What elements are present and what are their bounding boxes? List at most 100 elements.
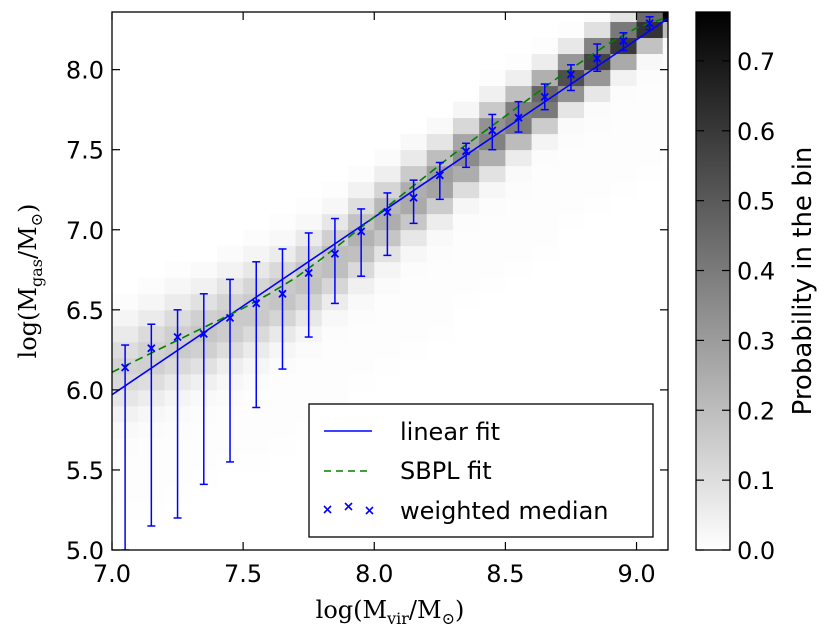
heatmap-cell (662, 117, 668, 135)
median-point (409, 193, 418, 202)
heatmap-cell (374, 341, 401, 359)
heatmap-cell (243, 437, 270, 455)
heatmap-cell (505, 53, 533, 71)
heatmap-cell (138, 277, 165, 295)
heatmap-cell (243, 229, 270, 247)
heatmap-cell (662, 69, 668, 87)
heatmap-cell (636, 149, 664, 167)
plot-frame (111, 11, 669, 551)
heatmap-cell (636, 133, 664, 151)
heatmap-cell (348, 325, 375, 343)
heatmap-cell (400, 325, 428, 343)
y-tick-label: 7.5 (66, 137, 104, 165)
heatmap-cell (584, 197, 611, 215)
median-point (593, 54, 602, 63)
heatmap-cell (662, 21, 668, 39)
heatmap-cell (636, 53, 664, 71)
x-axis-label: log(Mvir/M⊙) (316, 596, 465, 628)
colorbar-tick-label: 0.4 (737, 258, 775, 286)
heatmap-cell (636, 85, 664, 103)
heatmap-cell (636, 117, 664, 135)
heatmap-cell (164, 277, 192, 295)
heatmap-cell (479, 261, 506, 279)
heatmap-cell (190, 261, 218, 279)
heatmap-cell (505, 261, 533, 279)
heatmap-cell (557, 181, 585, 199)
heatmap-cell (452, 245, 480, 263)
heatmap-cell (348, 293, 375, 311)
heatmap-cell (426, 133, 454, 151)
median-point (566, 70, 576, 79)
heatmap-cell (505, 165, 533, 183)
heatmap-cell (348, 277, 375, 295)
error-bar (383, 192, 392, 257)
heatmap-cell (374, 293, 401, 311)
heatmap-cell (426, 245, 454, 263)
heatmap-cell (243, 421, 270, 439)
heatmap-cell (348, 197, 375, 215)
heatmap-cell (636, 69, 664, 87)
median-point (645, 19, 654, 28)
heatmap-cell (636, 101, 664, 119)
heatmap-cell (557, 165, 585, 183)
heatmap-cell (321, 325, 349, 343)
heatmap-cell (295, 341, 323, 359)
heatmap-cell (348, 165, 375, 183)
heatmap-cell (452, 213, 480, 231)
heatmap-cell (531, 37, 559, 55)
heatmap-cell (321, 373, 349, 391)
colorbar (695, 11, 731, 551)
heatmap-cell (269, 405, 296, 423)
heatmap-cell (584, 12, 611, 23)
legend: linear fit SBPL fit weighted median (308, 403, 654, 538)
heatmap-cell (374, 277, 401, 295)
heatmap-cell (374, 357, 401, 375)
heatmap-cell (584, 101, 611, 119)
heatmap-cell (531, 197, 559, 215)
heatmap-cell (452, 261, 480, 279)
median-point (383, 208, 392, 217)
y-tick-label: 6.0 (66, 377, 104, 405)
heatmap-cell (505, 133, 533, 151)
heatmap-cell (505, 197, 533, 215)
y-tick-label: 6.5 (66, 297, 104, 325)
x-tick-label: 7.0 (93, 560, 131, 588)
heatmap-cell (505, 149, 533, 167)
heatmap-cell (426, 277, 454, 295)
colorbar-tick-label: 0.3 (737, 327, 775, 355)
x-tick-label: 8.0 (355, 560, 393, 588)
x-tick-label: 9.0 (617, 560, 655, 588)
heatmap-cell (479, 181, 506, 199)
median-point (330, 249, 340, 258)
heatmap-cell (190, 277, 218, 295)
heatmap-cell (610, 53, 637, 71)
heatmap-cell (479, 101, 506, 119)
heatmap-cell (610, 133, 637, 151)
median-point (514, 113, 523, 122)
heatmap-cell (452, 277, 480, 295)
y-tick-label: 5.5 (66, 457, 104, 485)
heatmap-cell (531, 69, 559, 87)
heatmap-cell (295, 389, 323, 407)
heatmap-cell (479, 69, 506, 87)
error-bar (199, 293, 208, 486)
heatmap-cell (557, 133, 585, 151)
heatmap-cell (243, 405, 270, 423)
error-bar (357, 208, 366, 277)
heatmap-cell (610, 149, 637, 167)
heatmap-cell (400, 341, 428, 359)
median-point (147, 344, 156, 353)
heatmap-cell (584, 117, 611, 135)
heatmap-cell (400, 261, 428, 279)
heatmap-cell (531, 149, 559, 167)
heatmap-cell (662, 101, 668, 119)
error-bar (278, 248, 287, 370)
heatmap-cell (663, 0, 669, 6)
heatmap-cell (479, 85, 506, 103)
heatmap-cell (557, 213, 585, 231)
heatmap-cell (400, 277, 428, 295)
heatmap-cell (452, 117, 480, 135)
heatmap-cell (400, 293, 428, 311)
error-bar (566, 64, 575, 92)
error-bar (252, 261, 261, 409)
